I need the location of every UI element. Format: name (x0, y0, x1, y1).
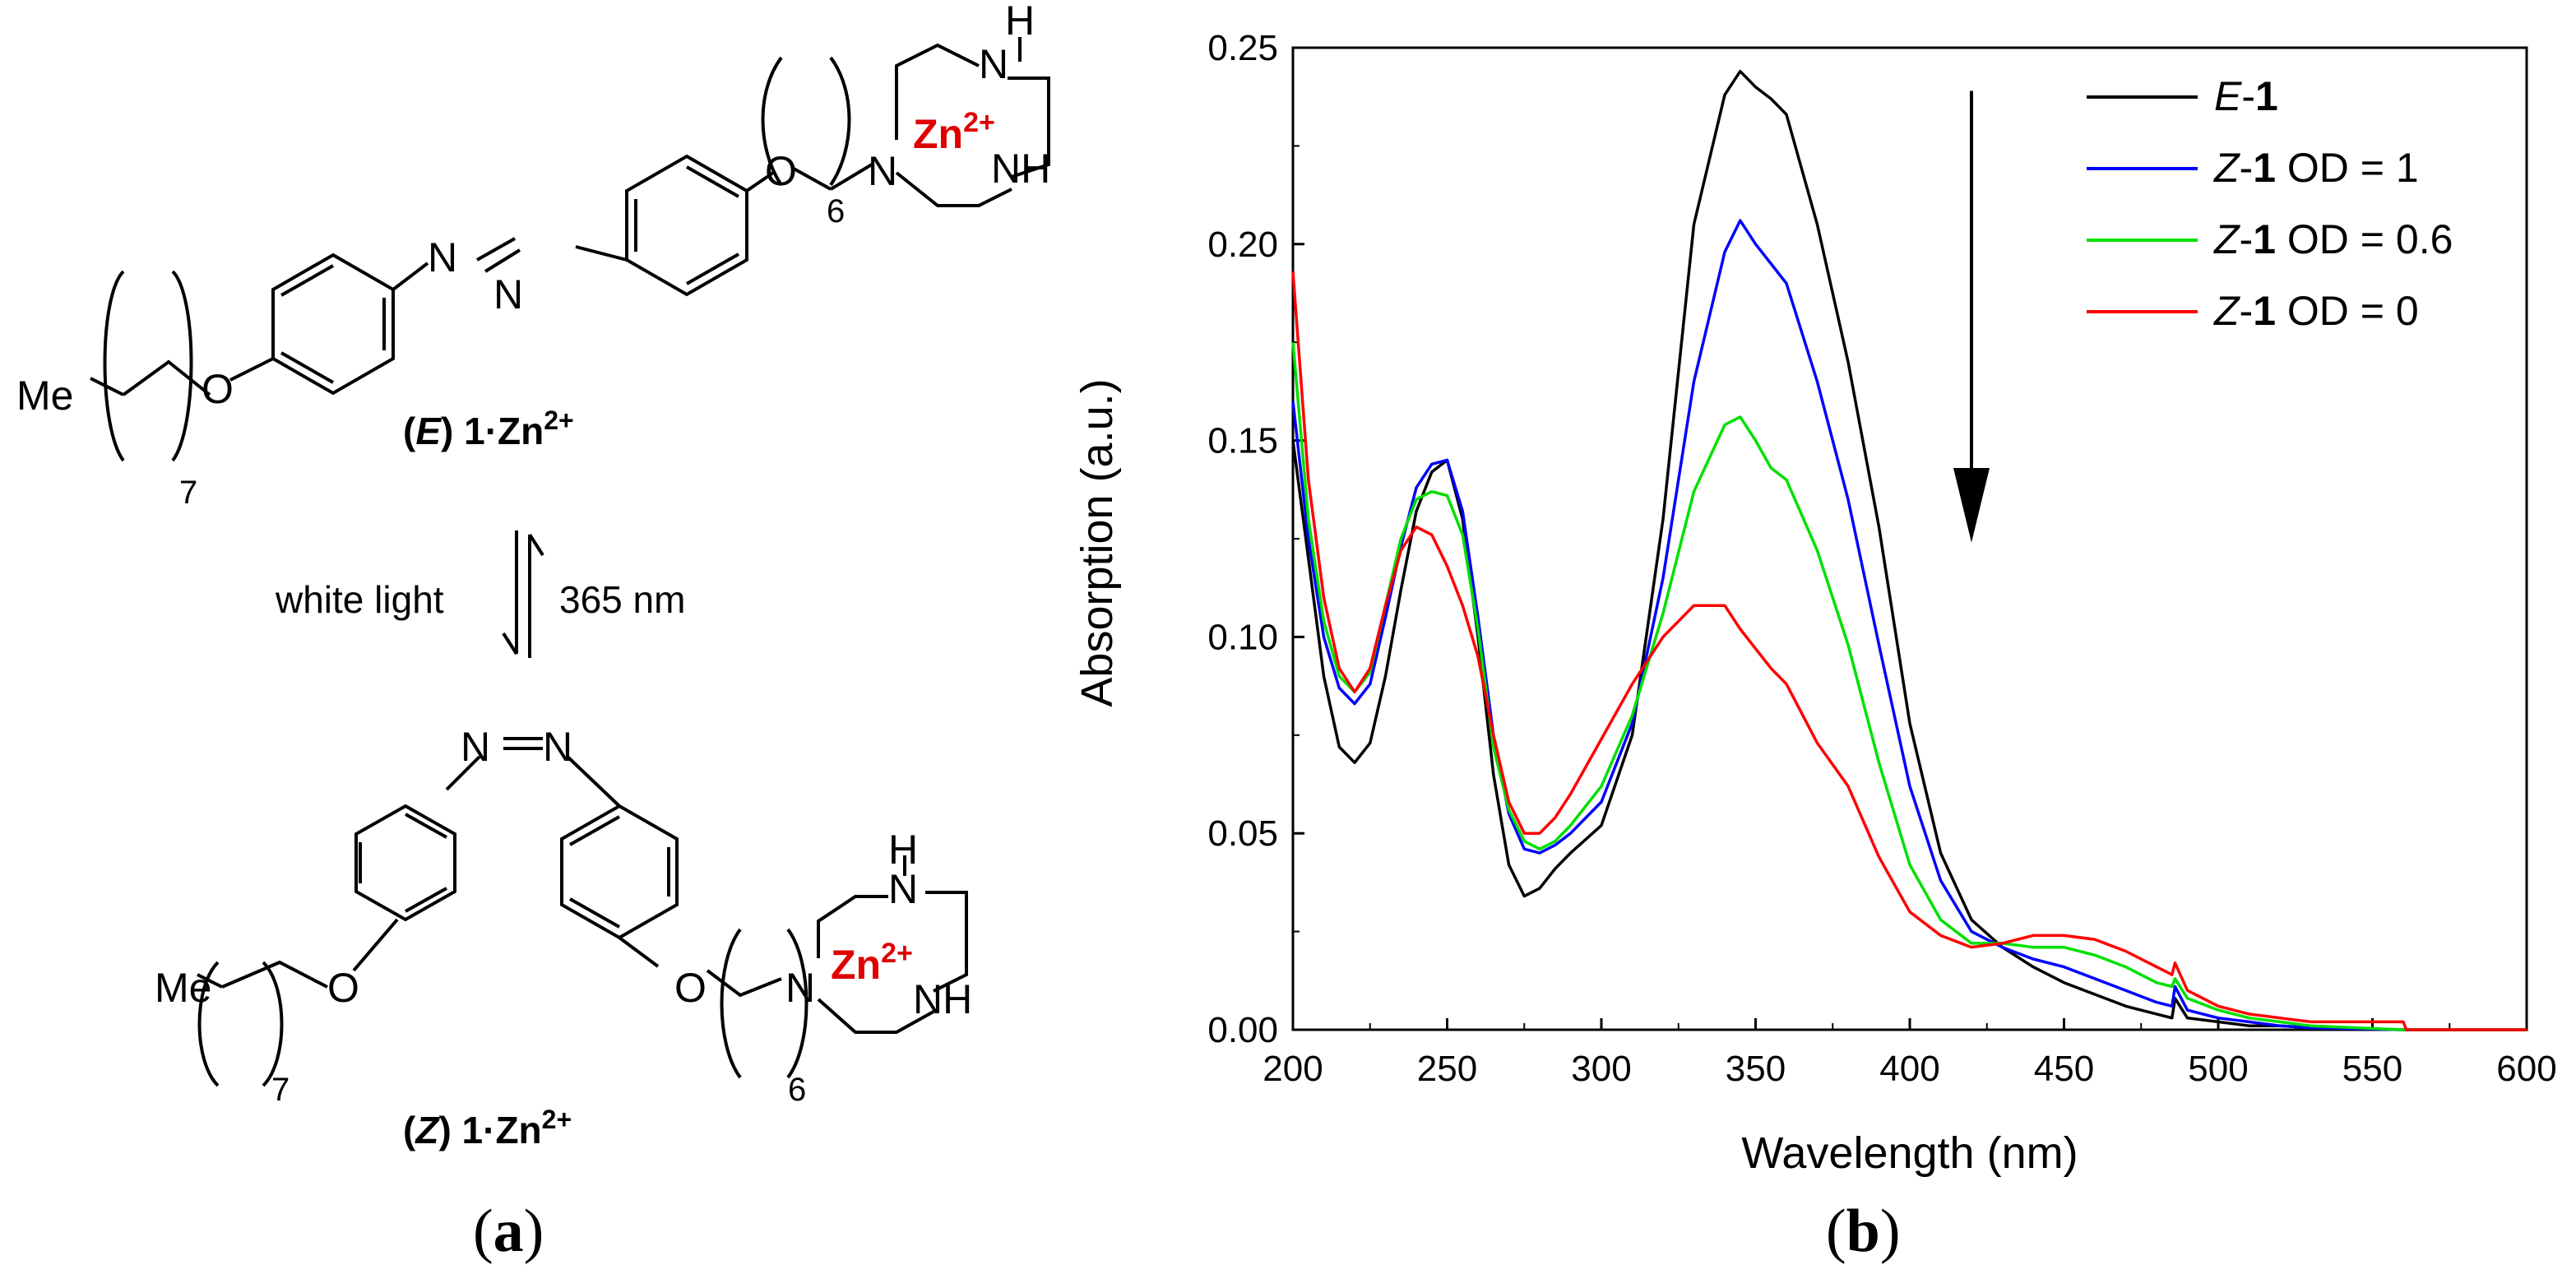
x-tick-label: 350 (1726, 1049, 1786, 1089)
e-right-chain-subscript: 6 (827, 193, 845, 229)
z-macrocycle-nh-bottom-label: NH (913, 976, 972, 1022)
legend: E-1 Z-1 OD = 1 Z-1 OD = 0.6 Z-1 OD = 0 (2087, 73, 2453, 334)
x-tick-label: 500 (2188, 1049, 2248, 1089)
y-tick-label: 0.00 (1207, 1010, 1278, 1050)
e-right-benzene-ring (625, 154, 748, 297)
z-left-chain-subscript: 7 (271, 1072, 290, 1108)
e-azo-n1-label: N (428, 234, 457, 280)
series-line-1 (1291, 219, 2527, 1031)
x-axis-ticks: 200 250 300 350 400 450 500 550 600 (1263, 1018, 2557, 1089)
x-tick-label: 450 (2034, 1049, 2094, 1089)
z-right-chain-subscript: 6 (788, 1072, 806, 1108)
y-tick-label: 0.15 (1207, 421, 1278, 461)
y-axis-title: Absorption (a.u.) (1073, 378, 1122, 707)
trend-arrow-head (1953, 468, 1990, 543)
x-tick-label: 300 (1571, 1049, 1631, 1089)
z-azo-n1-label: N (461, 724, 490, 770)
e-methyl-label: Me (16, 373, 73, 419)
z-zinc-ion-label: Zn2+ (831, 938, 913, 988)
e-macrocycle-nh-top-label: N (979, 41, 1008, 87)
legend-label-0: E-1 (2214, 73, 2278, 119)
x-tick-label: 600 (2496, 1049, 2556, 1089)
z-azo-n2-label: N (543, 724, 572, 770)
y-tick-label: 0.20 (1207, 225, 1278, 265)
legend-label-3: Z-1 OD = 0 (2213, 288, 2419, 334)
z-right-oxygen-label: O (674, 965, 707, 1011)
e-left-benzene-ring (271, 253, 395, 396)
z-methyl-label: Me (155, 965, 211, 1011)
series-line-3 (1291, 271, 2527, 1031)
series-line-2 (1291, 342, 2527, 1031)
y-axis-ticks: 0.00 0.05 0.10 0.15 0.20 0.25 (1207, 28, 1304, 1050)
x-tick-label: 250 (1417, 1049, 1477, 1089)
z-left-oxygen-label: O (327, 965, 359, 1011)
legend-label-2: Z-1 OD = 0.6 (2213, 216, 2453, 262)
reaction-scheme: Me O 7 N N O 6 N N H NH Zn2+ (E) 1·Zn2+ … (16, 0, 1050, 1151)
z-macrocycle-h-label: H (888, 827, 918, 873)
absorption-spectrum-chart: 200 250 300 350 400 450 500 550 600 0.00 0.05 0.10… (1073, 28, 2557, 1178)
e-azo-n2-label: N (493, 271, 523, 317)
y-tick-label: 0.10 (1207, 617, 1278, 657)
e-left-chain-subscript: 7 (179, 475, 197, 511)
z-macrocycle-nh-top-label: N (888, 866, 918, 912)
z-isomer-caption: (Z) 1·Zn2+ (403, 1105, 572, 1151)
uv-365-label: 365 nm (559, 578, 685, 621)
x-tick-label: 400 (1879, 1049, 1939, 1089)
legend-label-1: Z-1 OD = 1 (2213, 145, 2419, 191)
e-right-oxygen-label: O (765, 148, 797, 194)
x-axis-title: Wavelength (nm) (1741, 1128, 2078, 1178)
white-light-label: white light (275, 578, 444, 621)
e-macrocycle-n-label: N (868, 148, 897, 194)
trend-arrow (1953, 90, 1990, 543)
y-tick-label: 0.25 (1207, 28, 1278, 68)
z-right-benzene-ring (560, 804, 679, 940)
e-macrocycle-nh-bottom-label: NH (991, 146, 1050, 192)
z-left-benzene-ring (354, 804, 456, 922)
e-zinc-ion-label: Zn2+ (913, 107, 995, 157)
panel-a-scheme: Me O 7 N N O 6 N N H NH Zn2+ (E) 1·Zn2+ … (0, 0, 1102, 1284)
y-tick-label: 0.05 (1207, 813, 1278, 854)
e-left-oxygen-label: O (202, 366, 234, 412)
z-macrocycle-n-label: N (785, 965, 815, 1011)
panel-b-label: (b) (1826, 1198, 1901, 1265)
series-layer (1291, 69, 2527, 1031)
plot-frame (1291, 46, 2528, 1031)
series-line-0 (1291, 69, 2527, 1031)
x-tick-label: 550 (2342, 1049, 2402, 1089)
plot-area-border (1291, 46, 2528, 1031)
x-tick-label: 200 (1263, 1049, 1323, 1089)
panel-b-chart: 200 250 300 350 400 450 500 550 600 0.00 0.05 0.10… (1061, 0, 2576, 1284)
e-macrocycle-h-label: H (1005, 0, 1035, 44)
e-isomer-caption: (E) 1·Zn2+ (403, 405, 574, 452)
panel-a-label: (a) (473, 1198, 544, 1265)
